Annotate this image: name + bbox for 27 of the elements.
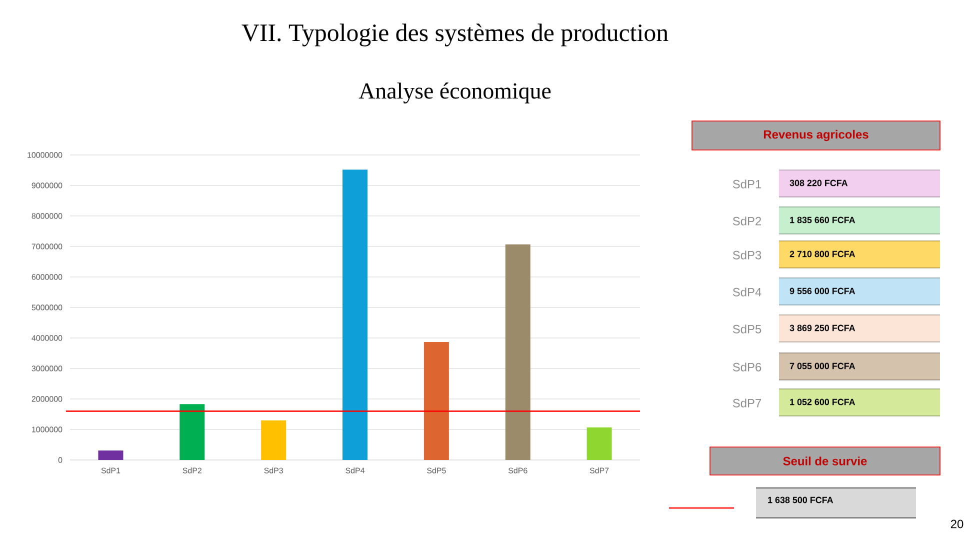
bar (505, 244, 530, 460)
category-label: SdP7 (732, 398, 762, 408)
category-label: SdP5 (732, 324, 762, 334)
text: 7 055 000 FCFA (790, 362, 856, 370)
category-label: SdP2 (732, 216, 762, 226)
text: 1 638 500 FCFA (768, 496, 834, 504)
category-label: SdP1 (732, 180, 762, 188)
text: 3 869 250 FCFA (790, 324, 856, 332)
category-label: SdP3 (732, 250, 762, 260)
bar (586, 427, 612, 460)
text: 20 (950, 520, 964, 528)
text: Seuil de survie (783, 456, 867, 466)
text: 308 220 FCFA (790, 180, 848, 186)
chart-subtitle: Analyse économique (358, 82, 551, 104)
bar (180, 404, 205, 460)
bar (261, 420, 286, 460)
text: 9 556 000 FCFA (790, 288, 856, 294)
category-label: SdP4 (732, 288, 762, 296)
bar (98, 450, 124, 460)
bar (342, 170, 368, 460)
text: 1 052 600 FCFA (790, 398, 856, 406)
text: Revenus agricoles (764, 130, 868, 142)
chart-title: VII. Typologie des systèmes de production (242, 24, 668, 46)
text: 2 710 800 FCFA (790, 250, 856, 258)
text: 1 835 660 FCFA (790, 216, 856, 224)
bar (424, 342, 449, 460)
category-label: SdP6 (732, 362, 762, 372)
